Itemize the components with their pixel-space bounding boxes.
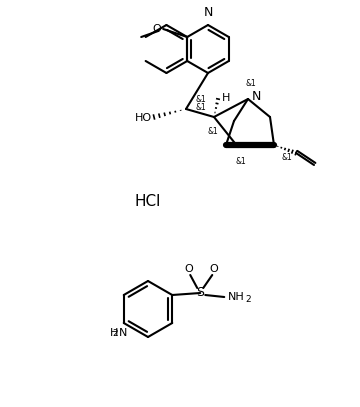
Text: N: N [119, 328, 127, 338]
Text: &1: &1 [246, 79, 257, 88]
Text: N: N [203, 6, 213, 19]
Text: &1: &1 [195, 94, 206, 103]
Text: 2: 2 [245, 295, 251, 304]
Text: &1: &1 [208, 127, 219, 136]
Text: S: S [196, 287, 204, 300]
Text: N: N [252, 90, 261, 103]
Text: NH: NH [228, 292, 245, 302]
Text: O: O [185, 264, 194, 274]
Text: H: H [109, 328, 118, 338]
Text: HO: HO [135, 113, 152, 123]
Text: HCl: HCl [135, 195, 161, 210]
Text: O: O [210, 264, 219, 274]
Text: H: H [222, 93, 230, 103]
Text: O: O [153, 24, 161, 34]
Text: &1: &1 [196, 103, 207, 112]
Text: 2: 2 [113, 328, 118, 337]
Text: &1: &1 [236, 157, 247, 166]
Text: &1: &1 [282, 153, 293, 162]
